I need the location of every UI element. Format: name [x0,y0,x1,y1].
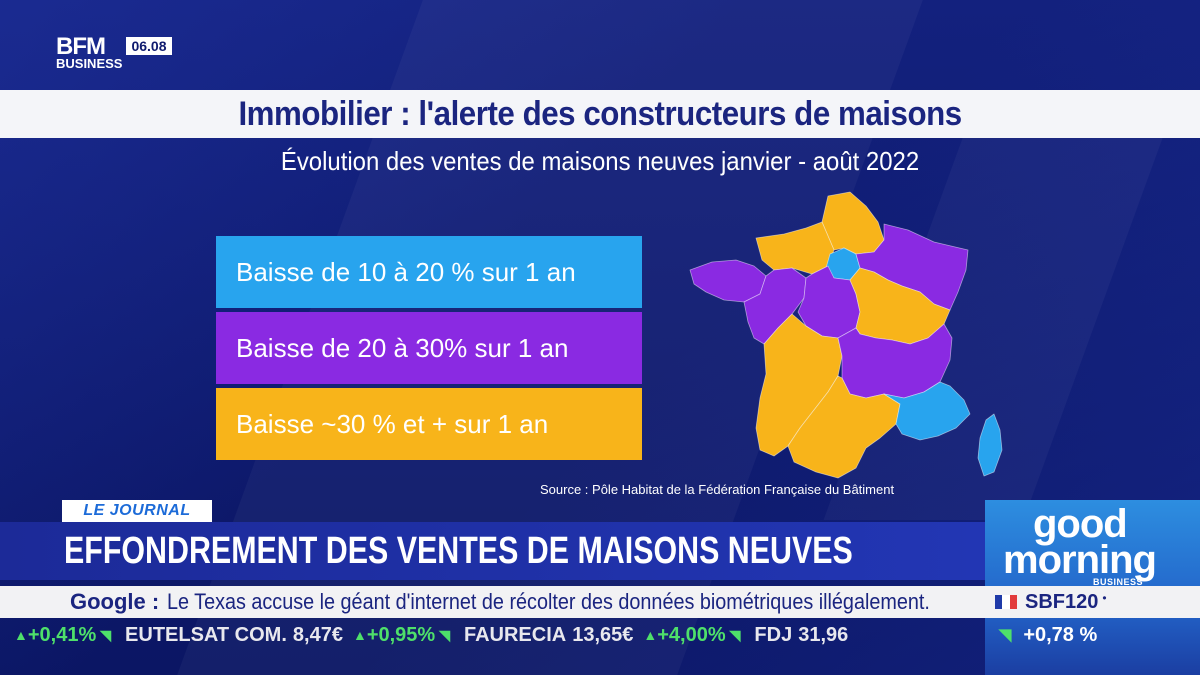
region-corse [977,413,1003,477]
legend-item-orange: Baisse ~30 % et + sur 1 an [216,388,642,460]
stock-change: +0,95% [366,623,436,646]
arrow-icon: ◥ [100,626,112,643]
arrow-icon: ◥ [439,626,450,643]
up-triangle-icon: ▲ [14,627,28,643]
clock: 06.08 [126,37,172,55]
stock-name: EUTELSAT COM. [125,623,287,646]
region-normandie [755,221,835,275]
stock-name: FAURECIA [463,623,567,646]
stock-price: 13,65€ [572,623,634,646]
stock-change: +4,00% [657,623,726,646]
region-paca [883,381,971,441]
news-text: Le Texas accuse le géant d'internet de r… [167,589,931,614]
stock-item: FDJ 31,96 [754,624,854,647]
show-logo-line2: morning [1003,538,1157,582]
show-logo-line1: good [1033,502,1128,546]
legend-item-violet: Baisse de 20 à 30% sur 1 an [216,312,642,384]
french-flag-icon [995,595,1017,609]
index-change: +0,78 % [1023,623,1098,646]
region-bretagne [689,259,767,303]
stock-item: ▲ +0,41% ◥ [10,624,111,647]
stock-price: 8,47€ [292,623,343,646]
stock-item: EUTELSAT COM. 8,47€ ▲ +0,95% ◥ [125,624,450,647]
index-name: SBF120 [1025,590,1099,613]
show-logo-sub: BUSINESS [1092,577,1143,587]
stock-item: FAURECIA 13,65€ ▲ +4,00% ◥ [464,624,740,647]
headline-banner: EFFONDREMENT DES VENTES DE MAISONS NEUVE… [0,522,985,580]
index-dot: • [1102,591,1107,605]
logo-business: BUSINESS [56,55,123,71]
news-source: Google : [70,589,160,614]
news-ticker: Google : Le Texas accuse le géant d'inte… [0,586,985,618]
segment-tag: LE JOURNAL [62,500,212,522]
logo-bfm: BFM [56,33,106,60]
up-triangle-icon: ▲ [352,627,367,643]
title-banner: Immobilier : l'alerte des constructeurs … [0,90,1200,138]
france-map [689,191,1003,479]
show-logo: good morning BUSINESS [1003,502,1183,587]
up-arrow-icon: ◥ [999,627,1012,644]
stock-change: +0,41% [27,623,97,646]
source-note: Source : Pôle Habitat de la Fédération F… [540,482,895,497]
index-box: SBF120 • [985,586,1200,618]
headline: EFFONDREMENT DES VENTES DE MAISONS NEUVE… [64,529,853,572]
subtitle: Évolution des ventes de maisons neuves j… [280,146,920,176]
legend: Baisse de 10 à 20 % sur 1 an Baisse de 2… [216,236,642,464]
page-title: Immobilier : l'alerte des constructeurs … [238,94,962,133]
stock-name: FDJ [754,623,793,646]
legend-item-blue: Baisse de 10 à 20 % sur 1 an [216,236,642,308]
arrow-icon: ◥ [729,626,741,643]
stock-price: 31,96 [798,623,849,646]
index-change-row: ◥ +0,78 % [985,622,1200,648]
up-triangle-icon: ▲ [643,627,658,643]
stock-ticker: ▲ +0,41% ◥ EUTELSAT COM. 8,47€ ▲ +0,95% … [0,622,985,648]
channel-logo: BFM BUSINESS 06.08 [56,33,172,71]
